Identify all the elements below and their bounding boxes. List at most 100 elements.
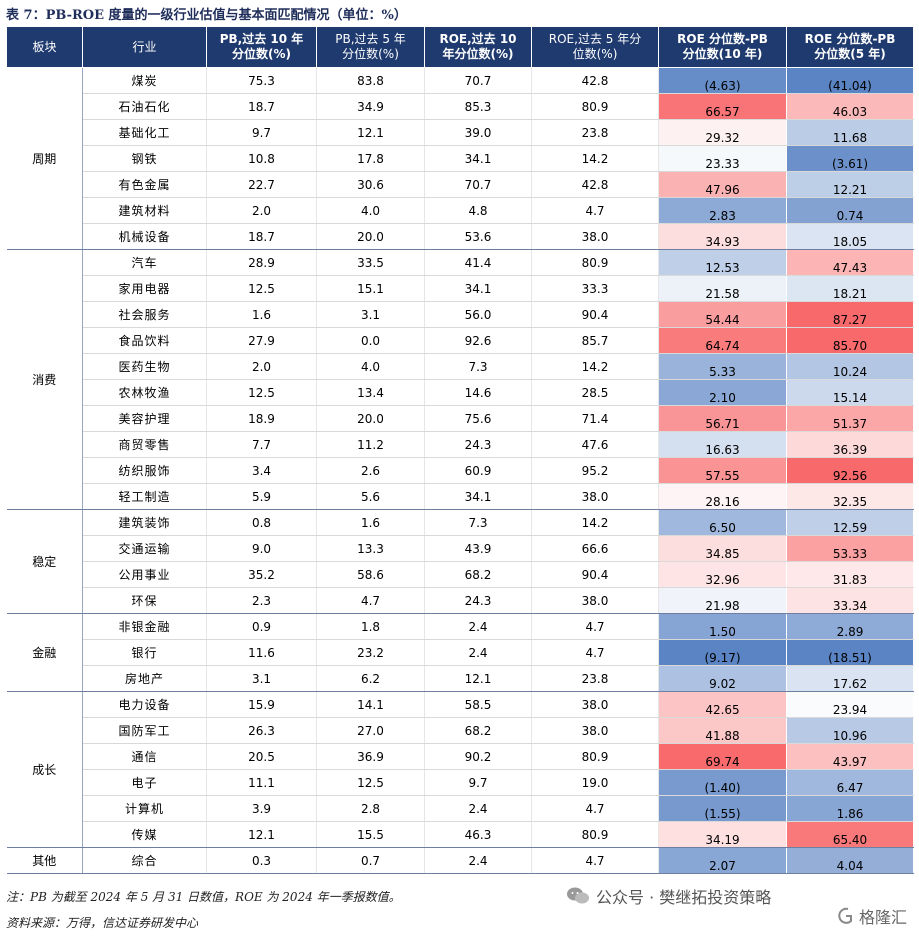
table-row: 金融 非银金融 0.9 1.8 2.4 4.7 1.50 2.89 [6,613,914,692]
roe10-cell: 43.9 [424,535,532,562]
table-row: 农林牧渔 12.5 13.4 14.6 28.5 2.10 15.14 [7,379,914,406]
table-row: 传媒 12.1 15.5 46.3 80.9 34.19 65.40 [7,821,914,848]
roe10-cell: 2.4 [424,847,532,874]
watermark-logo: 格隆汇 [836,904,907,928]
pb5-cell: 0.7 [316,847,425,874]
table-row: 机械设备 18.7 20.0 53.6 38.0 34.93 18.05 [7,223,914,250]
roe5-cell: 14.2 [531,145,659,172]
header-diff10: ROE 分位数-PB 分位数(10 年) [658,26,787,68]
diff5-cell: 18.05 [786,223,914,250]
pb10-cell: 9.7 [206,119,317,146]
industry-cell: 建筑装饰 [82,509,207,536]
pb10-cell: 2.3 [206,587,317,614]
diff10-cell: 21.58 [658,275,787,302]
table-row: 石油石化 18.7 34.9 85.3 80.9 66.57 46.03 [7,93,914,120]
diff5-cell: 10.24 [786,353,914,380]
roe5-cell: 38.0 [531,483,659,510]
roe10-cell: 2.4 [424,613,532,640]
industry-cell: 医药生物 [82,353,207,380]
pb5-cell: 4.0 [316,197,425,224]
industry-cell: 有色金属 [82,171,207,198]
pb5-cell: 13.4 [316,379,425,406]
diff10-cell: 6.50 [658,509,787,536]
roe5-cell: 80.9 [531,743,659,770]
industry-cell: 轻工制造 [82,483,207,510]
valuation-table: 板块 行业 PB,过去 10 年分位数(%) PB,过去 5 年分位数(%) R… [6,26,914,874]
roe5-cell: 66.6 [531,535,659,562]
table-row: 社会服务 1.6 3.1 56.0 90.4 54.44 87.27 [7,301,914,328]
roe10-cell: 56.0 [424,301,532,328]
industry-cell: 家用电器 [82,275,207,302]
industry-cell: 房地产 [82,665,207,692]
pb10-cell: 0.9 [206,613,317,640]
roe5-cell: 4.7 [531,197,659,224]
diff5-cell: 43.97 [786,743,914,770]
roe5-cell: 4.7 [531,639,659,666]
diff5-cell: 23.94 [786,691,914,718]
diff5-cell: 12.21 [786,171,914,198]
industry-cell: 综合 [82,847,207,874]
pb5-cell: 12.1 [316,119,425,146]
pb10-cell: 12.1 [206,821,317,848]
roe5-cell: 19.0 [531,769,659,796]
diff5-cell: 65.40 [786,821,914,848]
diff5-cell: 47.43 [786,249,914,276]
roe10-cell: 53.6 [424,223,532,250]
diff5-cell: 32.35 [786,483,914,510]
roe10-cell: 7.3 [424,509,532,536]
roe5-cell: 4.7 [531,847,659,874]
pb5-cell: 3.1 [316,301,425,328]
diff5-cell: 85.70 [786,327,914,354]
roe10-cell: 68.2 [424,561,532,588]
roe5-cell: 90.4 [531,561,659,588]
pb10-cell: 3.1 [206,665,317,692]
table-row: 公用事业 35.2 58.6 68.2 90.4 32.96 31.83 [7,561,914,588]
roe10-cell: 24.3 [424,431,532,458]
pb10-cell: 27.9 [206,327,317,354]
pb10-cell: 18.7 [206,93,317,120]
diff10-cell: 47.96 [658,171,787,198]
table-title: 表 7：PB-ROE 度量的一级行业估值与基本面匹配情况（单位：%） [6,8,407,23]
roe5-cell: 38.0 [531,717,659,744]
table-row: 电子 11.1 12.5 9.7 19.0 (1.40) 6.47 [7,769,914,796]
table-row: 美容护理 18.9 20.0 75.6 71.4 56.71 51.37 [7,405,914,432]
diff5-cell: 51.37 [786,405,914,432]
roe5-cell: 28.5 [531,379,659,406]
diff10-cell: 2.10 [658,379,787,406]
diff5-cell: 36.39 [786,431,914,458]
diff5-cell: 4.04 [786,847,914,874]
diff5-cell: 0.74 [786,197,914,224]
roe10-cell: 34.1 [424,483,532,510]
roe10-cell: 46.3 [424,821,532,848]
table-row: 食品饮料 27.9 0.0 92.6 85.7 64.74 85.70 [7,327,914,354]
roe5-cell: 80.9 [531,93,659,120]
roe5-cell: 23.8 [531,119,659,146]
table-row: 建筑材料 2.0 4.0 4.8 4.7 2.83 0.74 [7,197,914,224]
pb10-cell: 18.9 [206,405,317,432]
roe10-cell: 14.6 [424,379,532,406]
sector-cell: 成长 [6,691,83,848]
roe10-cell: 4.8 [424,197,532,224]
wechat-icon [567,887,589,904]
roe5-cell: 4.7 [531,613,659,640]
roe10-cell: 39.0 [424,119,532,146]
header-pb10: PB,过去 10 年分位数(%) [206,26,317,68]
diff5-cell: 10.96 [786,717,914,744]
table-row: 环保 2.3 4.7 24.3 38.0 21.98 33.34 [7,587,914,614]
roe5-cell: 23.8 [531,665,659,692]
diff5-cell: 11.68 [786,119,914,146]
table-row: 交通运输 9.0 13.3 43.9 66.6 34.85 53.33 [7,535,914,562]
roe5-cell: 95.2 [531,457,659,484]
pb5-cell: 1.6 [316,509,425,536]
diff5-cell: 92.56 [786,457,914,484]
pb5-cell: 20.0 [316,223,425,250]
diff10-cell: 9.02 [658,665,787,692]
table-row: 其他 综合 0.3 0.7 2.4 4.7 2.07 4.04 [6,847,914,874]
table-row: 银行 11.6 23.2 2.4 4.7 (9.17) (18.51) [7,639,914,666]
pb10-cell: 11.6 [206,639,317,666]
pb5-cell: 15.1 [316,275,425,302]
roe5-cell: 14.2 [531,353,659,380]
sector-cell: 稳定 [6,509,83,614]
industry-cell: 农林牧渔 [82,379,207,406]
industry-cell: 非银金融 [82,613,207,640]
